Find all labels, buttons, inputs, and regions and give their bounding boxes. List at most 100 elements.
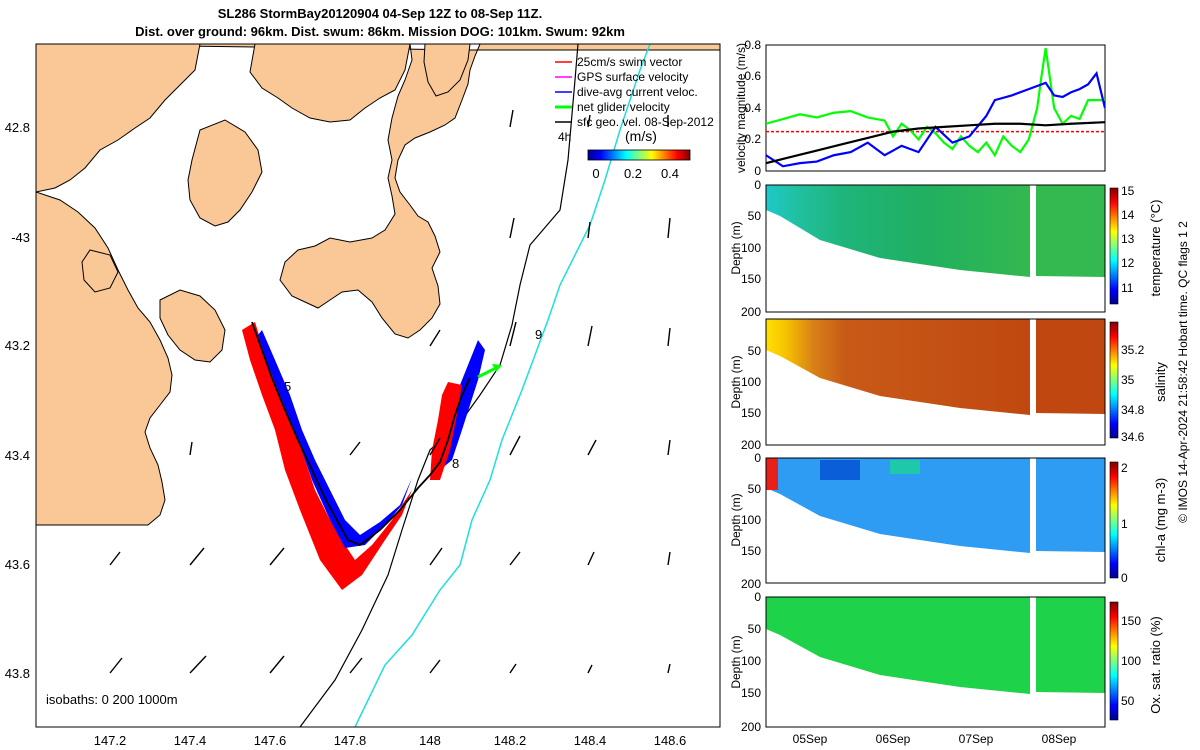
geo-vector	[667, 439, 671, 456]
velocity-y-tick: 0	[754, 164, 761, 178]
velocity-y-tick: 0.8	[744, 38, 761, 52]
colorbar-tick: 0	[592, 166, 599, 181]
cbar-tick: 13	[1121, 232, 1135, 246]
legend-label: net glider velocity	[577, 100, 670, 114]
lon-tick-label: 148.6	[654, 733, 687, 748]
geo-vector	[509, 551, 521, 566]
velocity-series	[766, 47, 1105, 168]
chla-panel: 0 1 2 chl-a (mg m-3)	[765, 457, 1168, 585]
map-frame	[35, 43, 721, 728]
depth-tick: 150	[741, 272, 761, 286]
legend-item: net glider velocity	[555, 100, 670, 114]
legend-item: 25cm/s swim vector	[555, 55, 682, 69]
temperature-colorbar-label: temperature (°C)	[1148, 200, 1163, 297]
cbar-tick: 35	[1121, 373, 1135, 387]
legend-item: dive-avg current veloc.	[555, 85, 698, 99]
velocity-y-tick: 0.4	[744, 101, 761, 115]
geo-vector	[269, 655, 285, 674]
cbar-tick: 15	[1121, 184, 1135, 198]
lon-tick-label: 148	[419, 733, 441, 748]
depth-tick: 100	[741, 654, 761, 668]
geo-vector	[509, 109, 514, 128]
oxygen-y-label: Depth (m)	[729, 635, 743, 688]
lat-tick-label: 43.6	[5, 557, 30, 572]
time-tick: 08Sep	[1042, 732, 1077, 746]
velocity-series-line-1	[766, 47, 1105, 158]
depth-tick: 150	[741, 406, 761, 420]
salinity-section	[766, 319, 1030, 415]
salinity-section-east	[1036, 319, 1105, 414]
velocity-y-tick: 0.6	[744, 69, 761, 83]
cbar-tick: 150	[1121, 614, 1141, 628]
current-vector-swath	[258, 330, 412, 548]
cbar-tick: 35.2	[1121, 343, 1145, 357]
cbar-tick: 1	[1121, 517, 1128, 531]
geo-vector	[349, 657, 363, 674]
isobath-1000	[354, 43, 651, 728]
legend-item: GPS surface velocity	[555, 70, 688, 84]
oxygen-section-east	[1036, 597, 1105, 693]
depth-tick: 50	[748, 209, 762, 223]
geo-vector	[667, 217, 671, 239]
lat-tick-label: 43.4	[5, 448, 30, 463]
depth-tick: 200	[741, 305, 761, 319]
geo-vector	[109, 657, 123, 674]
map-legend: 25cm/s swim vector GPS surface velocity …	[555, 55, 714, 181]
cbar-tick: 34.8	[1121, 403, 1145, 417]
cbar-tick: 12	[1121, 256, 1135, 270]
depth-tick: 150	[741, 544, 761, 558]
chart-title-line2: Dist. over ground: 96km. Dist. swum: 86k…	[135, 24, 625, 39]
geo-vector	[349, 441, 361, 456]
legend-item: sfc geo. vel. 08-Sep-2012	[555, 115, 714, 129]
lat-tick-label: 42.8	[5, 120, 30, 135]
legend-label: 25cm/s swim vector	[577, 55, 682, 69]
map-lat-axis: 42.8 -43 43.2 43.4 43.6 43.8	[5, 120, 30, 681]
velocity-y-tick: 0.2	[744, 132, 761, 146]
map-panel: 5 8 9	[5, 43, 721, 748]
depth-axes: 0 50 100 150 200 50 100 150 200 0 50 100…	[741, 178, 761, 734]
depth-tick: 150	[741, 686, 761, 700]
chla-surface-maximum	[766, 458, 778, 490]
cbar-tick: 2	[1121, 461, 1128, 475]
depth-tick: 0	[754, 451, 761, 465]
geo-vector	[269, 547, 285, 566]
time-tick: 07Sep	[959, 732, 994, 746]
cbar-tick: 100	[1121, 654, 1141, 668]
isobath-200	[299, 43, 579, 728]
oxygen-colorbar	[1109, 601, 1119, 721]
geo-vector	[587, 114, 591, 128]
temperature-y-label: Depth (m)	[729, 221, 743, 274]
lon-tick-label: 147.8	[334, 733, 367, 748]
time-tick: 06Sep	[876, 732, 911, 746]
salinity-frame	[765, 318, 1106, 446]
lon-tick-label: 147.2	[94, 733, 127, 748]
geo-vector	[587, 221, 591, 239]
depth-tick: 200	[741, 438, 761, 452]
velocity-series-line-3	[766, 121, 1105, 165]
legend-label: GPS surface velocity	[577, 70, 688, 84]
depth-tick: 0	[754, 590, 761, 604]
salinity-colorbar-label: salinity	[1153, 362, 1168, 402]
salinity-colorbar-ticks: 34.6 34.8 35 35.2	[1121, 343, 1145, 444]
legend-label: sfc geo. vel. 08-Sep-2012	[577, 115, 714, 129]
depth-tick: 50	[748, 344, 762, 358]
chart-title-line1: SL286 StormBay20120904 04-Sep 12Z to 08-…	[217, 6, 543, 21]
cbar-tick: 50	[1121, 694, 1135, 708]
track-label-8: 8	[452, 456, 459, 471]
land-mass	[36, 44, 720, 526]
chla-high-patch	[890, 460, 920, 474]
oxygen-colorbar-label: Ox. sat. ratio (%)	[1148, 616, 1163, 714]
geo-vector	[189, 547, 205, 566]
depth-tick: 200	[741, 720, 761, 734]
chla-y-label: Depth (m)	[729, 493, 743, 546]
velocity-y-label: velocity magnitude (m/s)	[734, 43, 748, 173]
temperature-section	[766, 185, 1030, 277]
lat-tick-label: 43.2	[5, 338, 30, 353]
geo-vector	[429, 547, 443, 566]
cbar-tick: 0	[1121, 571, 1128, 585]
geo-vector	[429, 437, 441, 456]
depth-tick: 0	[754, 178, 761, 192]
map-lon-axis: 147.2 147.4 147.6 147.8 148 148.2 148.4 …	[94, 733, 687, 748]
chla-colorbar-ticks: 0 1 2	[1121, 461, 1128, 585]
geo-vector	[189, 441, 193, 456]
